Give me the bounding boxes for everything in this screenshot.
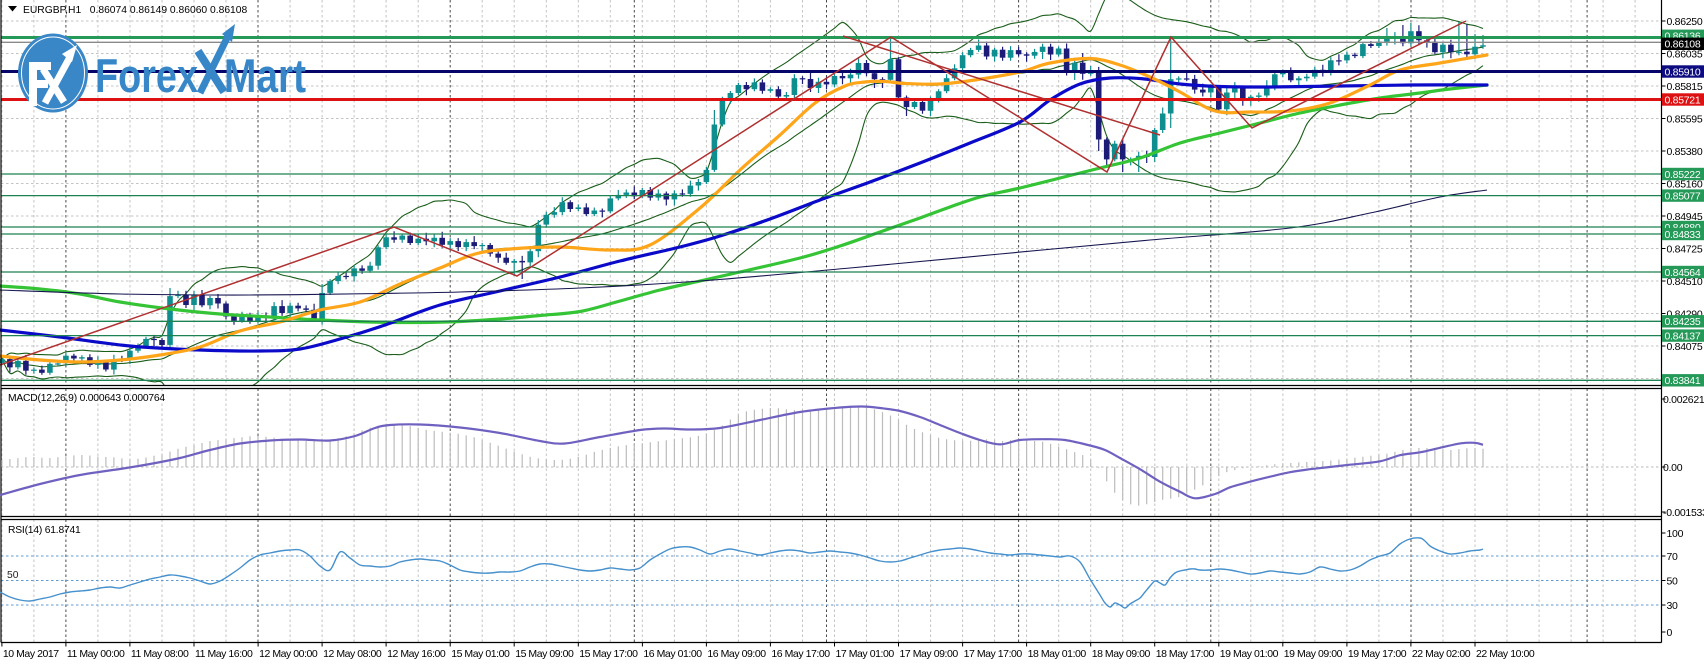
svg-text:50: 50 bbox=[1667, 576, 1679, 588]
svg-text:0.84075: 0.84075 bbox=[1667, 341, 1703, 353]
svg-text:0.85595: 0.85595 bbox=[1667, 114, 1703, 126]
svg-text:0.84235: 0.84235 bbox=[1665, 316, 1701, 328]
svg-text:12 May 08:00: 12 May 08:00 bbox=[323, 648, 382, 660]
svg-text:0.84833: 0.84833 bbox=[1665, 229, 1701, 241]
svg-text:0.84510: 0.84510 bbox=[1667, 276, 1703, 288]
svg-text:0.85077: 0.85077 bbox=[1665, 190, 1701, 202]
svg-text:RSI(14) 61.8741: RSI(14) 61.8741 bbox=[8, 525, 81, 536]
svg-text:0.84137: 0.84137 bbox=[1665, 330, 1701, 342]
svg-text:12 May 00:00: 12 May 00:00 bbox=[259, 648, 318, 660]
svg-text:0.85160: 0.85160 bbox=[1667, 179, 1703, 191]
svg-text:18 May 09:00: 18 May 09:00 bbox=[1092, 648, 1151, 660]
svg-text:-0.001533: -0.001533 bbox=[1663, 507, 1704, 519]
svg-text:16 May 17:00: 16 May 17:00 bbox=[771, 648, 830, 660]
svg-text:17 May 17:00: 17 May 17:00 bbox=[964, 648, 1023, 660]
svg-text:0.00: 0.00 bbox=[1663, 462, 1683, 474]
svg-text:15 May 17:00: 15 May 17:00 bbox=[579, 648, 638, 660]
svg-text:30: 30 bbox=[1667, 600, 1679, 612]
svg-text:0.84564: 0.84564 bbox=[1665, 267, 1701, 279]
svg-text:0.84945: 0.84945 bbox=[1667, 211, 1703, 223]
svg-text:17 May 09:00: 17 May 09:00 bbox=[900, 648, 959, 660]
svg-text:12 May 16:00: 12 May 16:00 bbox=[387, 648, 446, 660]
svg-text:0.85815: 0.85815 bbox=[1667, 81, 1703, 93]
svg-text:19 May 09:00: 19 May 09:00 bbox=[1284, 648, 1343, 660]
svg-text:16 May 09:00: 16 May 09:00 bbox=[707, 648, 766, 660]
svg-text:18 May 17:00: 18 May 17:00 bbox=[1156, 648, 1215, 660]
svg-text:EURGBP,H1 0.86074 0.86149 0.: EURGBP,H1 0.86074 0.86149 0.86060 0.8610… bbox=[23, 5, 248, 16]
svg-text:17 May 01:00: 17 May 01:00 bbox=[836, 648, 895, 660]
svg-text:MACD(12,26,9) 0.000643 0.00076: MACD(12,26,9) 0.000643 0.000764 bbox=[8, 393, 165, 404]
svg-text:0.85380: 0.85380 bbox=[1667, 146, 1703, 158]
svg-text:0.85721: 0.85721 bbox=[1665, 94, 1701, 106]
svg-text:0.86250: 0.86250 bbox=[1667, 16, 1703, 28]
svg-text:16 May 01:00: 16 May 01:00 bbox=[643, 648, 702, 660]
svg-text:70: 70 bbox=[1667, 551, 1679, 563]
svg-text:0.83841: 0.83841 bbox=[1665, 375, 1701, 387]
svg-text:15 May 01:00: 15 May 01:00 bbox=[451, 648, 510, 660]
svg-text:Mart: Mart bbox=[224, 49, 306, 102]
svg-text:0.002621: 0.002621 bbox=[1663, 394, 1704, 406]
svg-text:100: 100 bbox=[1667, 528, 1684, 540]
svg-text:0.85910: 0.85910 bbox=[1665, 66, 1701, 78]
svg-text:0.85222: 0.85222 bbox=[1665, 169, 1701, 181]
svg-text:0.86035: 0.86035 bbox=[1667, 49, 1703, 61]
svg-text:19 May 17:00: 19 May 17:00 bbox=[1348, 648, 1407, 660]
svg-text:10 May 2017: 10 May 2017 bbox=[3, 648, 59, 660]
svg-text:0: 0 bbox=[1667, 627, 1673, 639]
svg-text:11 May 08:00: 11 May 08:00 bbox=[131, 648, 189, 660]
svg-text:0.84725: 0.84725 bbox=[1667, 244, 1703, 256]
svg-text:50: 50 bbox=[7, 570, 19, 581]
svg-text:22 May 10:00: 22 May 10:00 bbox=[1476, 648, 1535, 660]
svg-text:11 May 00:00: 11 May 00:00 bbox=[67, 648, 125, 660]
svg-text:Forex: Forex bbox=[95, 49, 198, 102]
svg-text:18 May 01:00: 18 May 01:00 bbox=[1028, 648, 1087, 660]
svg-text:0.86108: 0.86108 bbox=[1665, 39, 1701, 51]
svg-text:15 May 09:00: 15 May 09:00 bbox=[515, 648, 574, 660]
svg-text:11 May 16:00: 11 May 16:00 bbox=[195, 648, 253, 660]
svg-text:22 May 02:00: 22 May 02:00 bbox=[1412, 648, 1471, 660]
svg-text:19 May 01:00: 19 May 01:00 bbox=[1220, 648, 1279, 660]
